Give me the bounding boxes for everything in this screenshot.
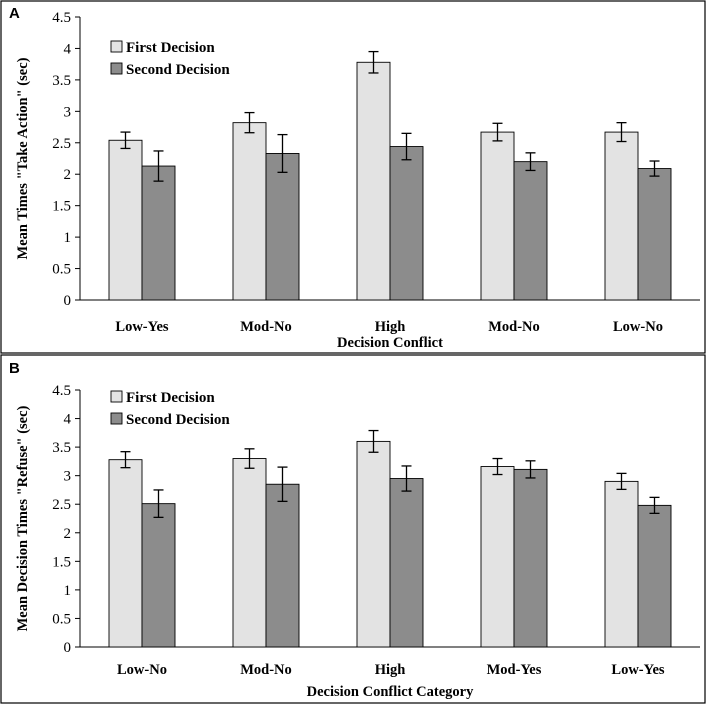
panel-a-y-tick-label: 2.5 [52, 136, 71, 152]
panel-a-y-tick-label: 4.5 [52, 10, 71, 26]
panel-a-bar-second-3 [513, 161, 548, 301]
panel-a-y-tick-label: 2 [64, 167, 72, 183]
panel-b-bar-second-4 [637, 504, 672, 648]
panel-a-bar-first-4 [604, 131, 639, 301]
panel-a-y-tick-label: 3.5 [52, 73, 71, 89]
panel-b-bar-first-2 [356, 440, 391, 648]
panel-a-plot: 0 0.5 1 1.5 2 2.5 3 3.5 4 4.5 Low-Yes Mod-No High Mod… [15, 10, 700, 351]
panel-b-category-label: Low-Yes [611, 662, 665, 678]
panel-b: B 0 0.5 1 1.5 2 2.5 3 3.5 4 4.5 Low-No Mod-No High Mo… [0, 354, 706, 704]
panel-a-y-tick-label: 4 [64, 41, 72, 57]
panel-a-y-tick-label: 0 [64, 293, 72, 309]
panel-a-bar-first-0 [108, 139, 143, 301]
panel-b-bar-first-1 [232, 458, 267, 648]
panel-b-y-axis-title: Mean Decision Times "Refuse" (sec) [15, 405, 31, 631]
panel-b-bar-second-0 [141, 503, 176, 648]
panel-a: A 0 0.5 1 1.5 2 2.5 3 3.5 4 4.5 Low-Yes Mod-No High M… [0, 0, 706, 354]
panel-b-category-label: Mod-Yes [487, 662, 542, 678]
panel-a-category-label: Mod-No [240, 319, 292, 335]
panel-a-category-label: Mod-No [488, 319, 540, 335]
panel-a-category-label: Low-Yes [115, 319, 169, 335]
panel-b-legend-label: First Decision [126, 390, 215, 406]
panel-a-frame [0, 0, 706, 354]
panel-a-bar-second-4 [637, 168, 672, 301]
panel-b-bar-first-4 [604, 480, 639, 648]
panel-b-category-label: Mod-No [240, 662, 292, 678]
panel-b-y-tick-label: 3 [64, 469, 72, 485]
panel-b-category-label: Low-No [117, 662, 167, 678]
panel-a-category-label: High [375, 319, 406, 335]
panel-b-category-label: High [375, 662, 406, 678]
panel-a-y-tick-label: 1.5 [52, 199, 71, 215]
panel-b-y-tick-label: 4 [64, 412, 72, 428]
panel-a-bar-first-2 [356, 61, 391, 301]
panel-b-frame [0, 354, 706, 704]
panel-a-bar-first-3 [480, 131, 515, 301]
panel-b-bar-first-0 [108, 459, 143, 648]
panel-a-bar-second-2 [389, 146, 424, 301]
panel-b-x-axis-title: Decision Conflict Category [307, 684, 474, 700]
panel-b-plot: 0 0.5 1 1.5 2 2.5 3 3.5 4 4.5 Low-No Mod-No High Mod-… [15, 383, 700, 700]
panel-a-bar-first-1 [232, 122, 267, 301]
panel-a-legend-swatch-second [110, 62, 123, 75]
panel-b-y-tick-label: 1 [64, 583, 72, 599]
panel-a-legend-swatch-first [110, 40, 123, 53]
panel-b-bar-first-3 [480, 466, 515, 648]
panel-a-y-tick-label: 3 [64, 104, 72, 120]
panel-b-bar-second-2 [389, 478, 424, 648]
panel-a-bar-second-0 [141, 165, 176, 301]
panel-b-letter: B [9, 360, 20, 377]
panel-b-y-tick-label: 2 [64, 526, 72, 542]
panel-a-bar-second-1 [265, 153, 300, 301]
panel-b-y-tick-label: 4.5 [52, 383, 71, 399]
panel-a-category-label: Low-No [613, 319, 663, 335]
panel-a-y-axis-title: Mean Times "Take Action" (sec) [15, 57, 31, 259]
panel-b-y-tick-label: 1.5 [52, 554, 71, 570]
panel-a-legend-label: First Decision [126, 40, 215, 56]
panel-b-legend-swatch-first [110, 390, 123, 403]
panel-b-y-tick-label: 2.5 [52, 497, 71, 513]
panel-a-y-tick-label: 0.5 [52, 262, 71, 278]
panel-b-legend-swatch-second [110, 412, 123, 425]
panel-a-x-axis-title: Decision Conflict [337, 335, 443, 351]
panel-b-y-tick-label: 0 [64, 640, 72, 656]
panel-a-letter: A [9, 5, 20, 22]
panel-a-y-tick-label: 1 [64, 230, 72, 246]
panel-b-y-tick-label: 0.5 [52, 611, 71, 627]
panel-b-bar-second-3 [513, 468, 548, 648]
panel-a-legend-label: Second Decision [126, 62, 230, 78]
panel-b-legend-label: Second Decision [126, 412, 230, 428]
panel-b-bar-second-1 [265, 483, 300, 648]
panel-b-y-tick-label: 3.5 [52, 440, 71, 456]
